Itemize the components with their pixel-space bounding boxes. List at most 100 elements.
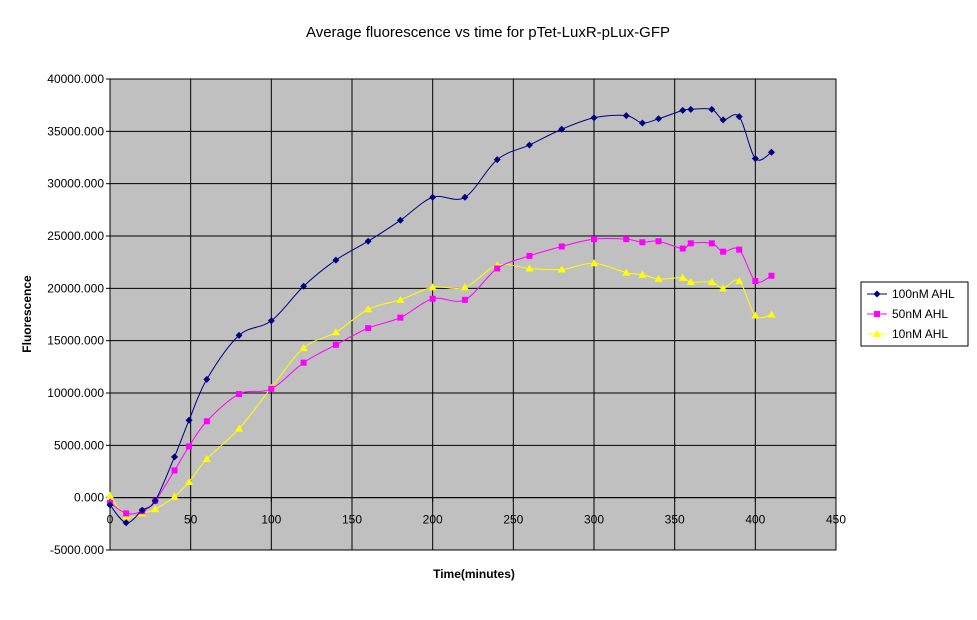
y-axis-title: Fluorescence bbox=[20, 275, 34, 353]
x-tick-label: 100 bbox=[261, 513, 281, 527]
legend-items: 100nM AHL 50nM AHL 10nM AHL bbox=[867, 287, 955, 341]
series-10nm-ahl bbox=[106, 259, 776, 520]
legend-marker bbox=[873, 330, 881, 337]
data-point-50nm-ahl bbox=[203, 418, 210, 425]
data-point-10nm-ahl bbox=[622, 268, 631, 276]
data-point-100nm-ahl bbox=[687, 105, 695, 113]
data-point-10nm-ahl bbox=[707, 278, 716, 286]
y-tick-label: 40000.000 bbox=[47, 72, 104, 86]
data-point-100nm-ahl bbox=[735, 113, 743, 121]
legend-label: 100nM AHL bbox=[892, 287, 955, 301]
data-point-10nm-ahl bbox=[202, 454, 211, 462]
data-point-100nm-ahl bbox=[364, 237, 372, 245]
data-point-100nm-ahl bbox=[235, 331, 243, 339]
data-point-10nm-ahl bbox=[331, 328, 340, 336]
data-point-100nm-ahl bbox=[429, 193, 437, 201]
data-point-50nm-ahl bbox=[365, 325, 372, 332]
x-tick-label: 450 bbox=[826, 513, 846, 527]
data-point-50nm-ahl bbox=[623, 236, 630, 243]
data-point-100nm-ahl bbox=[461, 193, 469, 201]
data-point-100nm-ahl bbox=[638, 119, 646, 127]
x-tick-label: 350 bbox=[665, 513, 685, 527]
data-point-100nm-ahl bbox=[106, 501, 114, 509]
data-point-50nm-ahl bbox=[429, 295, 436, 302]
data-point-10nm-ahl bbox=[235, 424, 244, 432]
y-tick-label: 30000.000 bbox=[47, 177, 104, 191]
y-tick-label: 15000.000 bbox=[47, 334, 104, 348]
y-tick-label: 35000.000 bbox=[47, 124, 104, 138]
y-tick-label: -5000.000 bbox=[50, 543, 104, 557]
data-point-100nm-ahl bbox=[185, 416, 193, 424]
data-point-10nm-ahl bbox=[590, 259, 598, 267]
data-point-50nm-ahl bbox=[655, 238, 662, 245]
data-point-100nm-ahl bbox=[122, 519, 130, 527]
x-tick-label: 400 bbox=[745, 513, 765, 527]
data-point-100nm-ahl bbox=[751, 155, 759, 163]
chart-title: Average fluorescence vs time for pTet-Lu… bbox=[306, 24, 670, 41]
data-point-100nm-ahl bbox=[267, 317, 275, 325]
y-tick-label: 25000.000 bbox=[47, 229, 104, 243]
series-100nm-ahl bbox=[106, 105, 775, 527]
legend-marker bbox=[873, 290, 881, 298]
data-point-100nm-ahl bbox=[300, 282, 308, 290]
data-point-100nm-ahl bbox=[171, 453, 179, 461]
data-point-50nm-ahl bbox=[708, 240, 715, 247]
legend-label: 50nM AHL bbox=[892, 307, 948, 321]
y-tick-label: 5000.000 bbox=[54, 438, 104, 452]
data-point-100nm-ahl bbox=[493, 156, 501, 164]
x-tick-label: 50 bbox=[184, 513, 198, 527]
data-point-10nm-ahl bbox=[170, 492, 179, 500]
data-point-50nm-ahl bbox=[268, 385, 275, 392]
data-point-50nm-ahl bbox=[720, 248, 727, 255]
data-point-10nm-ahl bbox=[106, 491, 114, 499]
legend-item-10nm-ahl: 10nM AHL bbox=[867, 327, 948, 341]
data-point-100nm-ahl bbox=[655, 115, 663, 123]
data-point-10nm-ahl bbox=[460, 283, 469, 291]
data-point-10nm-ahl bbox=[428, 283, 437, 291]
data-point-50nm-ahl bbox=[768, 272, 775, 279]
legend: 100nM AHL 50nM AHL 10nM AHL bbox=[860, 281, 969, 347]
y-tick-label: 20000.000 bbox=[47, 281, 104, 295]
legend-item-100nm-ahl: 100nM AHL bbox=[867, 287, 955, 301]
data-point-50nm-ahl bbox=[687, 240, 694, 247]
y-axis-tick-labels: -5000.000 0.000 5000.000 10000.000 15000.000… bbox=[47, 72, 104, 557]
data-point-10nm-ahl bbox=[719, 284, 728, 292]
series-layer bbox=[106, 105, 776, 527]
y-tick-label: 10000.000 bbox=[47, 386, 104, 400]
data-point-100nm-ahl bbox=[332, 256, 340, 264]
data-point-10nm-ahl bbox=[299, 343, 308, 351]
data-point-50nm-ahl bbox=[736, 246, 743, 253]
data-point-50nm-ahl bbox=[123, 510, 130, 517]
x-tick-label: 300 bbox=[584, 513, 604, 527]
legend-label: 10nM AHL bbox=[892, 327, 948, 341]
data-point-100nm-ahl bbox=[525, 141, 533, 149]
data-point-10nm-ahl bbox=[151, 505, 160, 513]
data-point-50nm-ahl bbox=[526, 252, 533, 259]
data-point-100nm-ahl bbox=[558, 125, 566, 133]
data-point-100nm-ahl bbox=[719, 116, 727, 124]
data-point-50nm-ahl bbox=[186, 443, 193, 450]
data-point-10nm-ahl bbox=[525, 264, 534, 272]
data-point-50nm-ahl bbox=[171, 467, 178, 474]
data-point-50nm-ahl bbox=[558, 243, 565, 250]
data-point-100nm-ahl bbox=[622, 112, 630, 120]
data-point-10nm-ahl bbox=[686, 278, 695, 286]
data-point-100nm-ahl bbox=[203, 375, 211, 383]
legend-marker bbox=[874, 311, 880, 317]
data-point-100nm-ahl bbox=[151, 497, 159, 505]
data-point-50nm-ahl bbox=[397, 314, 404, 321]
data-point-10nm-ahl bbox=[767, 310, 776, 318]
data-point-50nm-ahl bbox=[300, 359, 307, 366]
data-point-50nm-ahl bbox=[679, 245, 686, 252]
x-tick-label: 150 bbox=[342, 513, 362, 527]
data-point-50nm-ahl bbox=[332, 341, 339, 348]
data-point-10nm-ahl bbox=[364, 305, 373, 313]
data-point-100nm-ahl bbox=[396, 216, 404, 224]
data-point-100nm-ahl bbox=[708, 105, 716, 113]
data-point-100nm-ahl bbox=[590, 114, 598, 122]
legend-item-50nm-ahl: 50nM AHL bbox=[867, 307, 948, 321]
data-point-50nm-ahl bbox=[236, 391, 243, 398]
data-point-10nm-ahl bbox=[654, 274, 663, 282]
data-point-10nm-ahl bbox=[185, 477, 194, 485]
